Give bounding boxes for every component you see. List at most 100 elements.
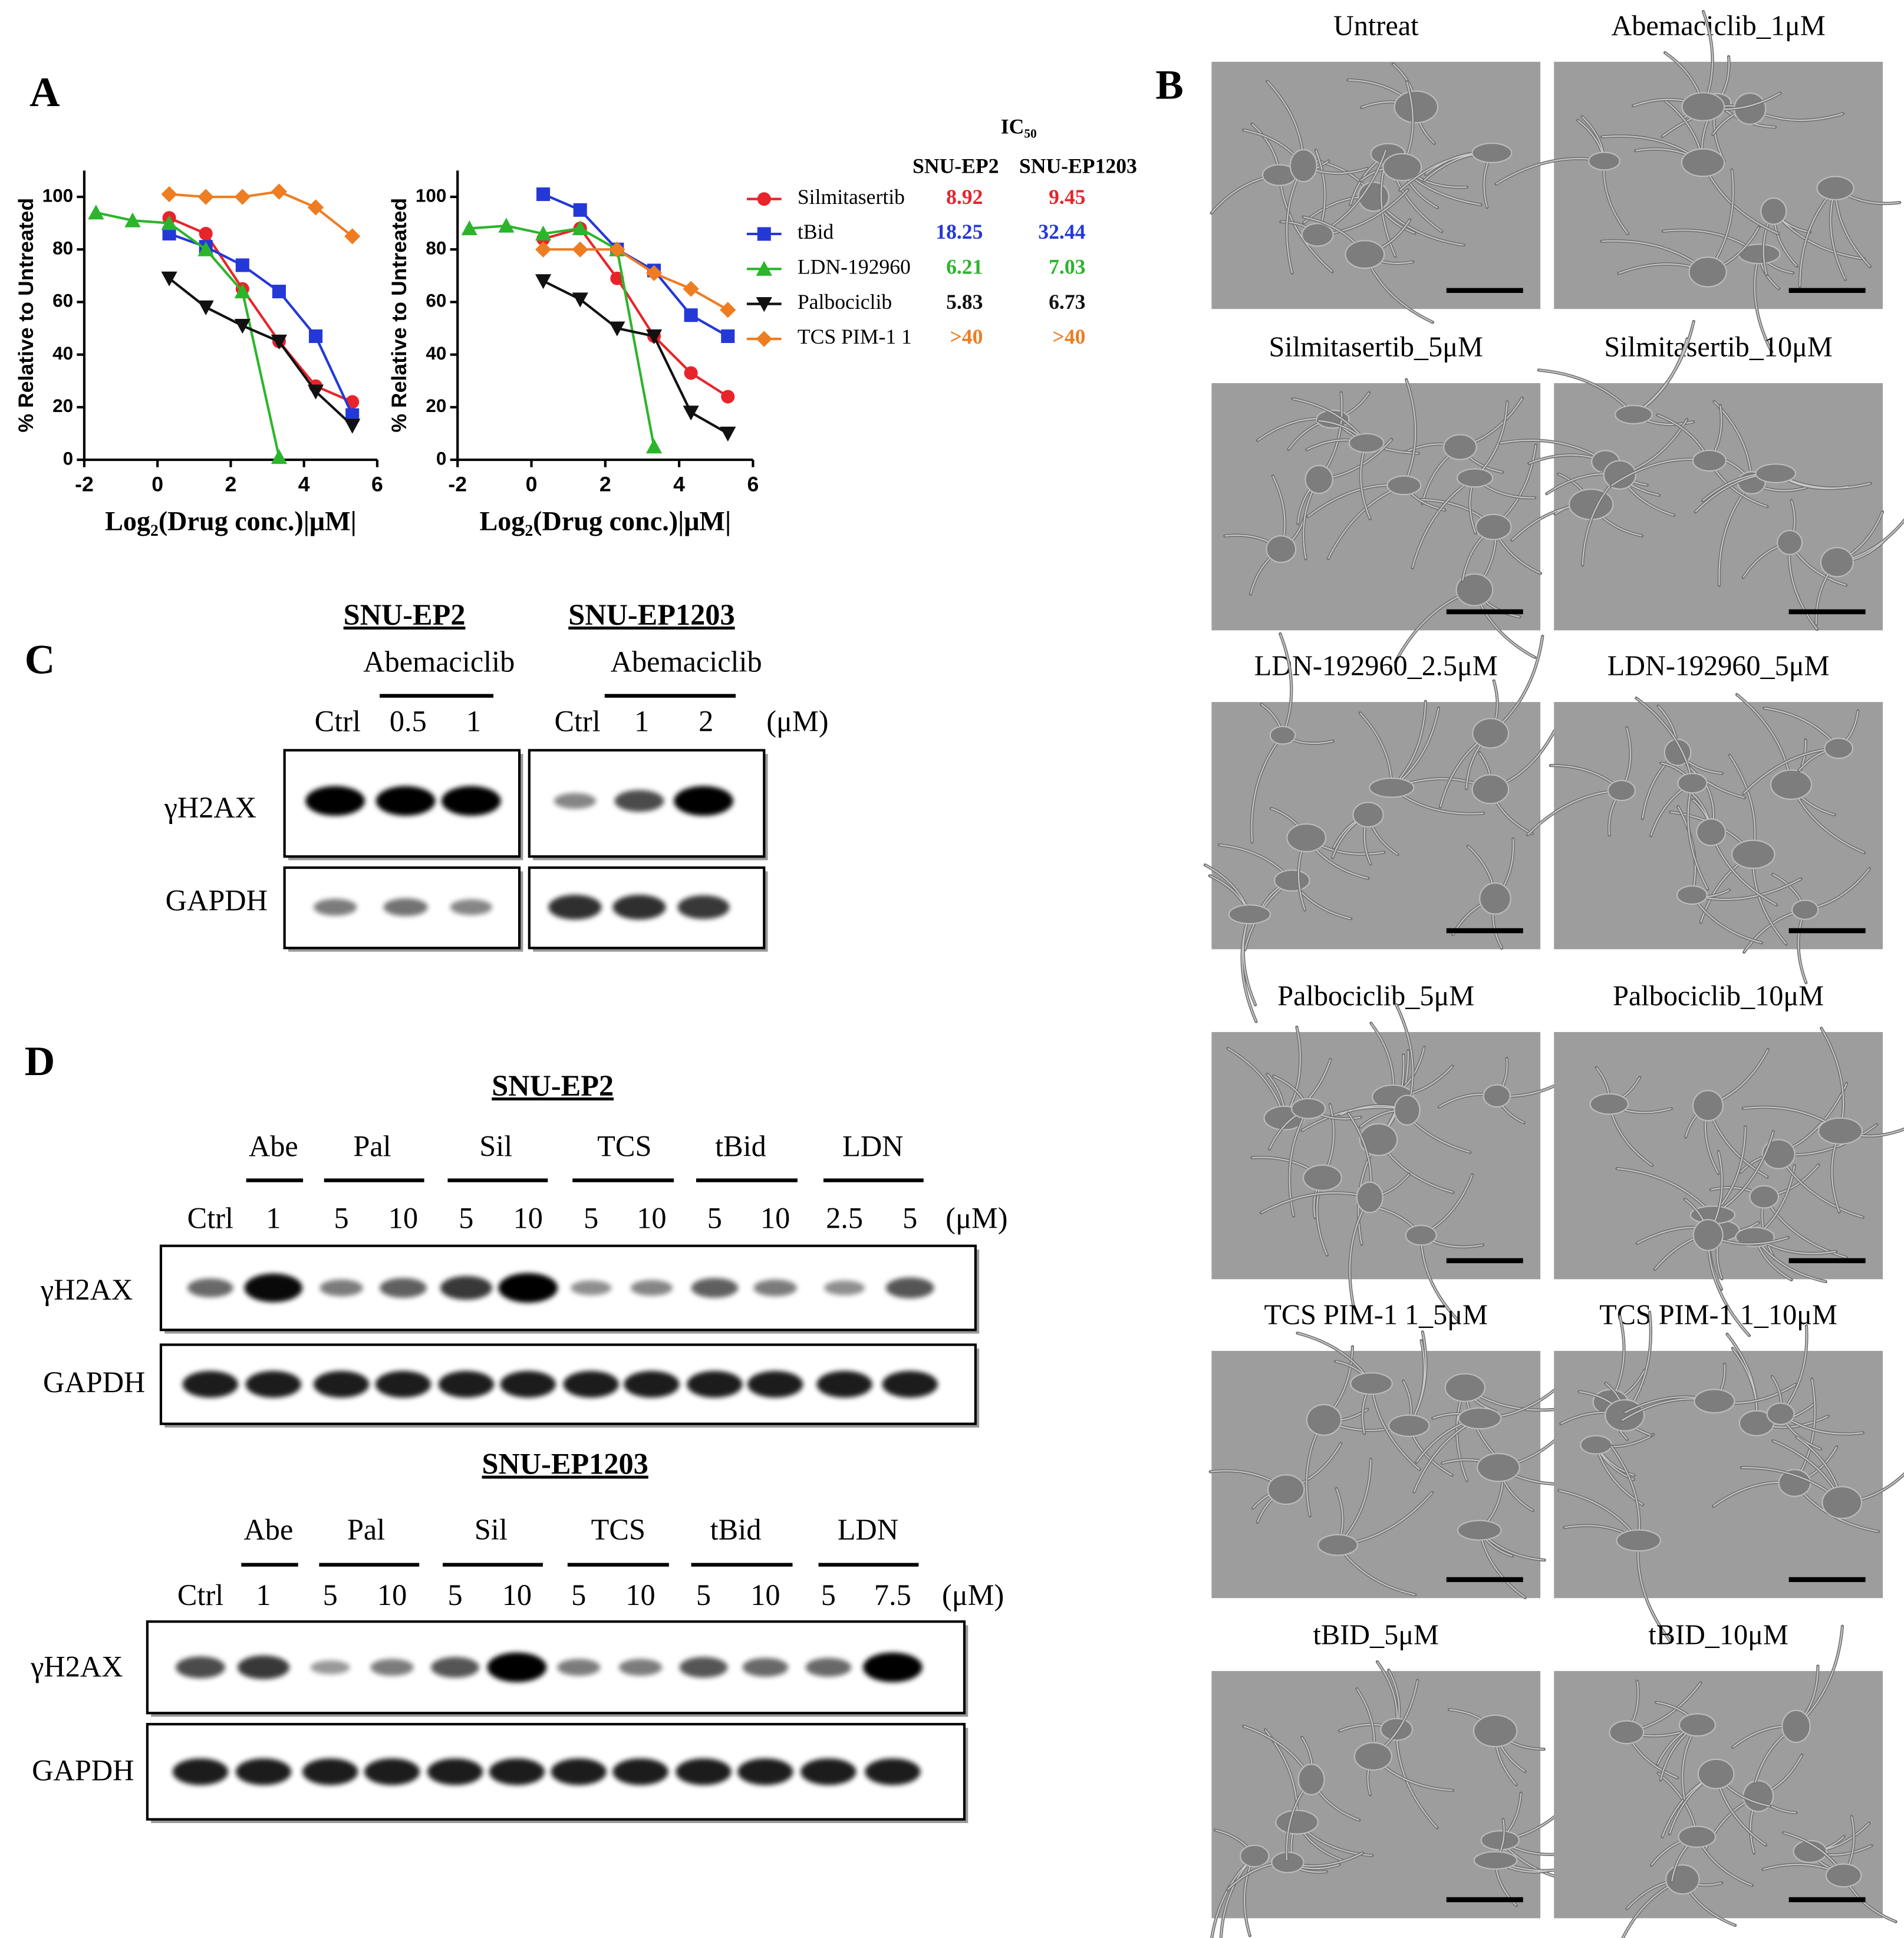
micrograph [1211,378,1543,664]
cell-body [1696,818,1727,846]
lane-label: 1 [256,1578,271,1611]
legend-marker [757,227,771,241]
image-title: tBID_10μM [1648,1620,1788,1651]
cell-body [1301,223,1334,247]
data-point [124,212,141,228]
cell-edge [1251,633,1333,842]
cell-body [1455,573,1494,607]
lane-label: 1 [466,704,481,737]
cell-body [1755,463,1797,483]
cell-body [1471,774,1510,805]
cell-edge [1684,1151,1788,1336]
cell-body [1825,1863,1862,1888]
micrograph-background [1554,1350,1883,1598]
band [235,1758,292,1785]
cell-body [1692,449,1727,472]
y-tick-label: 40 [52,343,73,364]
cell-edge [1227,1027,1331,1119]
band [816,1370,872,1398]
cell-edge [1366,1174,1483,1321]
cell-body [1388,1414,1430,1438]
cell-body [1616,1529,1661,1552]
band [753,1279,797,1297]
cell-edge [1396,730,1555,835]
band [677,895,730,919]
lane-label: 10 [637,1201,666,1234]
band [747,1370,803,1398]
cell-edge [1413,1380,1566,1492]
cell-edge [1595,1434,1654,1505]
band [571,1280,612,1296]
series-line [543,248,729,311]
cell-body [1676,885,1708,905]
y-tick-label: 80 [426,238,446,259]
cell-body [1297,1764,1325,1795]
cell-edge [1271,808,1384,911]
data-point [309,329,323,343]
band [630,1280,673,1296]
lane-label: 5 [447,1578,462,1611]
cell-line: SNU-EP1203 [482,1448,648,1481]
unit-label: (μM) [766,704,828,737]
series-line [542,193,729,338]
band [375,1370,431,1398]
cell-body [1614,404,1653,424]
data-point [344,418,361,434]
data-point [645,329,663,345]
cell-body [1678,1825,1717,1848]
cell-edge [1495,116,1629,234]
data-point [197,241,214,256]
unit-label: (μM) [942,1578,1004,1611]
cell-edge [1292,398,1371,519]
data-point [234,189,251,205]
cell-edge [1732,1626,1843,1783]
cell-edge [1494,1819,1595,1906]
y-tick-label: 80 [52,238,73,259]
x-tick-label: 6 [371,473,383,496]
cell-body [1394,90,1439,124]
cell-body [1471,143,1513,163]
band [554,793,597,809]
cell-body [1345,240,1385,269]
lane-label: 5 [334,1201,349,1234]
cell-body [1791,899,1819,920]
cell-body [1580,1435,1612,1455]
table-cell: 6.73 [1049,290,1085,314]
cell-edge [1711,1164,1847,1260]
micrograph [1554,1310,1904,1644]
lane-label: 1 [266,1201,281,1234]
cell-body [1356,1181,1383,1214]
band [383,898,428,917]
cell-edge [1741,1436,1904,1504]
cell-edge [1691,783,1777,906]
micrograph-background [1211,1671,1541,1919]
band [487,1652,547,1682]
cell-edge [1636,697,1708,890]
cell-edge [1264,1729,1372,1868]
cell-edge [1539,321,1695,426]
y-tick-label: 100 [416,185,446,206]
data-point [609,321,625,337]
y-tick-label: 40 [426,343,446,364]
table-cell: >40 [1053,325,1086,348]
panel-label: B [1155,61,1184,108]
lane-label: Ctrl [177,1578,223,1611]
lane-label: 10 [388,1201,418,1234]
cell-edge [1336,1459,1433,1596]
cell-body [1824,737,1854,759]
image-title: Untreat [1333,10,1419,41]
lane-label: 7.5 [874,1578,911,1611]
cell-edge [1601,170,1760,274]
x-axis-label: Log₂(Drug conc.)|μM| [479,506,731,536]
cell-edge [1452,839,1514,949]
series-line [542,227,729,398]
band [691,1278,739,1298]
band [187,1278,233,1297]
group-label: LDN [842,1130,903,1163]
band [823,1280,865,1296]
legend-label: TCS PIM-1 1 [798,325,912,348]
band [380,1278,427,1298]
cell-body [1777,530,1803,555]
band [674,786,733,816]
band [431,1657,479,1678]
